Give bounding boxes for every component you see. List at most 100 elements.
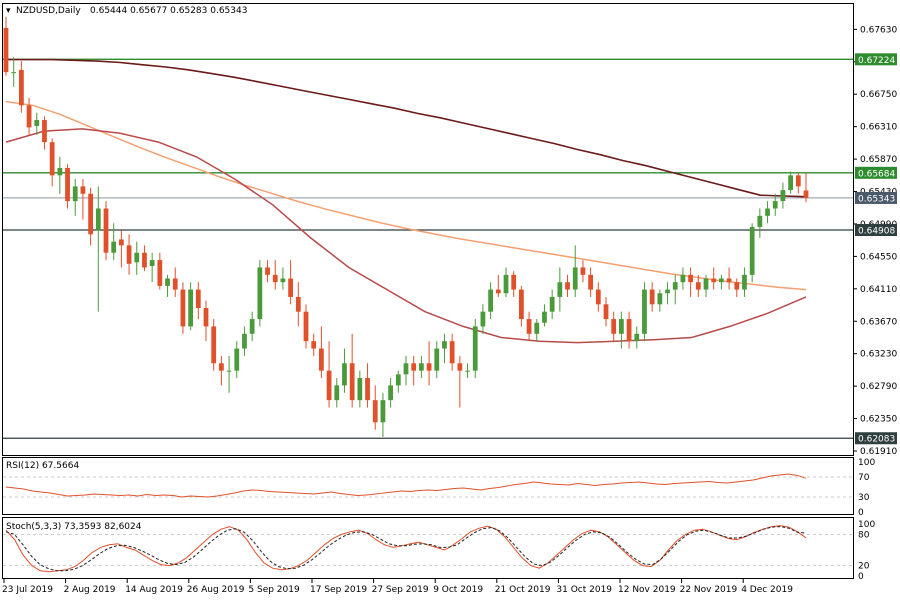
stoch-scale-label: 0 [858,572,864,582]
candle-bear [411,363,417,371]
date-tick-label: 27 Sep 2019 [372,585,429,595]
candle-bear [688,274,693,283]
candle-bear [426,363,432,371]
candle-bull [472,326,478,371]
candle-bull [757,215,763,227]
candle-bull [34,120,40,126]
candle-bear [265,267,270,275]
candle-bull [749,226,755,275]
ma-long-line [6,58,807,198]
candle-bear [580,267,586,275]
stoch-scale-label: 20 [858,562,870,572]
candle-bull [149,260,155,266]
candle-bear [495,289,501,294]
candle-bull [503,274,509,294]
candle-bear [565,282,570,290]
candle-bull [557,282,563,297]
candle-bear [126,245,132,264]
candle-bear [457,363,463,371]
candle-bear [595,289,601,305]
level-label: 0.64908 [858,227,895,237]
candle-bear [349,363,355,401]
price-axis: 0.676300.671900.667500.663100.658700.654… [853,25,897,582]
candle-bull [334,385,340,401]
candle-bear [65,167,70,202]
candle-bear [219,363,224,371]
candle-bull [765,208,770,216]
candle-bull [442,341,447,349]
chart-symbol: NZDUSD,Daily [16,6,81,16]
moving-averages [5,58,807,344]
level-tag [855,224,897,237]
candle-bear [795,175,801,187]
price-tick-label: 0.61910 [860,447,897,457]
level-tag [855,166,897,179]
candle-bear [272,274,278,283]
price-tick-label: 0.63230 [860,350,897,360]
candle-bear [49,142,55,176]
rsi-scale-label: 100 [858,458,875,468]
stoch-signal-line [5,526,807,572]
candle-bear [511,274,517,290]
candle-bear [211,326,217,364]
candle-bear [88,193,93,235]
candle-bear [142,252,147,268]
candle-bull [280,278,286,283]
candle-bull [395,374,401,386]
candle-bull [165,278,170,286]
candle-bull [542,311,547,323]
date-tick-label: 5 Sep 2019 [248,585,300,595]
candle-bull [488,289,493,312]
candle-bear [726,278,732,283]
candle-bear [303,311,309,342]
candle-bear [588,274,593,290]
candle-bull [242,333,247,349]
stoch-scale-label: 100 [858,520,875,530]
candle-bull [419,363,424,371]
candle-bull [703,278,709,290]
ma-mid-line [5,100,807,291]
candle-bear [695,282,701,290]
candle-bull [188,289,193,327]
candle-bull [226,370,232,372]
candle-bear [365,378,370,401]
candle-bear [295,296,301,312]
price-tick-label: 0.62350 [860,415,897,425]
candle-bull [465,370,470,372]
candle-bear [734,282,740,290]
price-tick-label: 0.64110 [860,285,897,295]
symbol-icon: ▾ [6,6,11,16]
level-label: 0.67224 [858,56,895,66]
rsi-scale-label: 0 [858,508,864,518]
candle-bull [619,319,624,334]
candle-bull [672,282,678,290]
candle-bear [649,289,655,305]
candle-bull [665,289,670,294]
date-tick-label: 14 Aug 2019 [125,585,183,595]
levels-layer [3,58,853,439]
price-tick-label: 0.64550 [860,252,897,262]
date-tick-label: 21 Oct 2019 [495,585,551,595]
price-tick-label: 0.62790 [860,382,897,392]
candle-bull [480,311,486,327]
stoch-panel-frame [2,517,854,579]
level-tag [855,53,897,66]
candle-bull [772,201,778,209]
candle-bull [95,208,101,231]
price-tick-label: 0.67630 [860,25,897,35]
candle-bear [372,400,378,423]
candle-bear [80,186,86,194]
candle-bear [803,190,809,198]
candle-bear [180,289,186,327]
rsi-label: RSI(12) 67.5664 [6,461,79,471]
level-label: 0.65684 [858,169,895,179]
candle-bear [157,260,163,286]
candle-bear [26,105,32,128]
candle-bull [342,363,347,386]
candle-bear [449,341,455,364]
date-tick-label: 9 Oct 2019 [433,585,483,595]
candle-bear [19,69,24,106]
candle-bull [434,348,440,371]
date-tick-label: 23 Jul 2019 [2,585,53,595]
rsi-panel-frame [2,457,854,515]
